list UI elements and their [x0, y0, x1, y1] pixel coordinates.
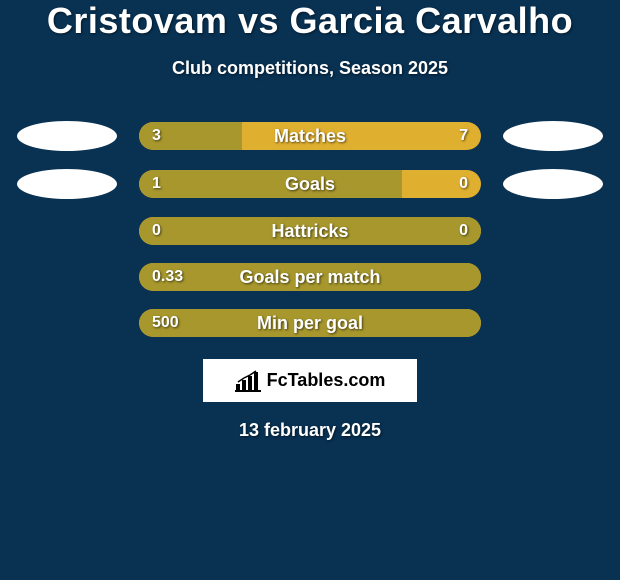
stat-label: Min per goal	[139, 309, 481, 337]
stat-value-right: 0	[459, 170, 468, 198]
player-left-avatar	[17, 121, 117, 151]
player-right-avatar	[503, 169, 603, 199]
player-left-avatar	[17, 169, 117, 199]
stat-row: 0.33Goals per match	[0, 263, 620, 291]
stat-row: 500Min per goal	[0, 309, 620, 337]
stat-value-right: 7	[459, 122, 468, 150]
source-badge: FcTables.com	[203, 359, 417, 402]
page-title: Cristovam vs Garcia Carvalho	[0, 0, 620, 42]
stat-bar: 0Hattricks0	[139, 217, 481, 245]
stat-bar: 1Goals0	[139, 170, 481, 198]
stat-value-right: 0	[459, 217, 468, 245]
stat-label: Goals per match	[139, 263, 481, 291]
stat-bar: 0.33Goals per match	[139, 263, 481, 291]
stat-row: 3Matches7	[0, 121, 620, 151]
stats-bars: 3Matches71Goals00Hattricks00.33Goals per…	[0, 121, 620, 337]
badge-text: FcTables.com	[267, 370, 386, 391]
stat-bar: 3Matches7	[139, 122, 481, 150]
chart-icon	[235, 370, 261, 392]
stat-bar: 500Min per goal	[139, 309, 481, 337]
date-text: 13 february 2025	[0, 420, 620, 441]
stat-label: Matches	[139, 122, 481, 150]
stat-label: Hattricks	[139, 217, 481, 245]
player-right-avatar	[503, 121, 603, 151]
stat-row: 1Goals0	[0, 169, 620, 199]
stat-row: 0Hattricks0	[0, 217, 620, 245]
comparison-infographic: Cristovam vs Garcia Carvalho Club compet…	[0, 0, 620, 580]
stat-label: Goals	[139, 170, 481, 198]
subtitle: Club competitions, Season 2025	[0, 58, 620, 79]
